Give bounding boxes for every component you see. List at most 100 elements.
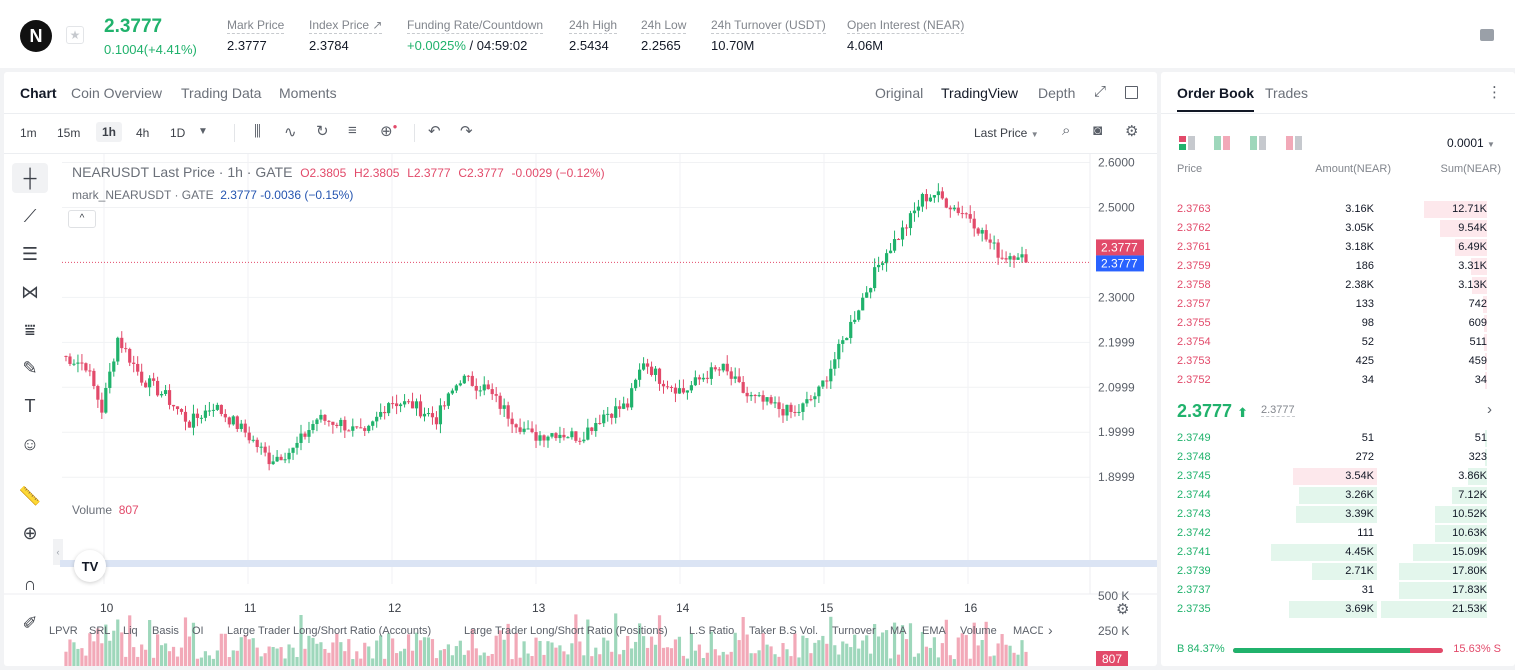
redo-icon[interactable]: ↷	[460, 123, 473, 140]
tab-moments[interactable]: Moments	[279, 85, 337, 101]
expand-icon[interactable]: ⤢	[1094, 83, 1107, 100]
row-price: 2.3755	[1177, 317, 1211, 329]
bid-row[interactable]: 2.3743 3.39K 10.52K	[1161, 505, 1501, 524]
bid-row[interactable]: 2.3739 2.71K 17.80K	[1161, 562, 1501, 581]
more-menu-icon[interactable]: ⋮	[1487, 84, 1502, 101]
collapse-legend-button[interactable]: ^	[68, 210, 96, 228]
replay-icon[interactable]: ↻	[316, 123, 329, 140]
draw-mode-icon[interactable]: ✐	[22, 612, 38, 633]
price-chart[interactable]: 2.6000 2.5000 2.3000 2.1999 2.0999 1.9999 1.89…	[4, 154, 1157, 666]
add-alert-icon[interactable]: ⊕●	[380, 122, 398, 140]
chart-settings-icon[interactable]: ⚙	[1116, 601, 1130, 618]
ask-row[interactable]: 2.3762 3.05K 9.54K	[1161, 219, 1501, 238]
bid-row[interactable]: 2.3742 111 10.63K	[1161, 524, 1501, 543]
ind-liq[interactable]: Liq	[123, 625, 138, 637]
view-depth[interactable]: Depth	[1038, 85, 1076, 101]
ind-lpvr[interactable]: LPVR	[49, 625, 78, 637]
interval-1m[interactable]: 1m	[20, 126, 37, 140]
ask-row[interactable]: 2.3753 425 459	[1161, 352, 1501, 371]
view-asks-icon[interactable]	[1286, 136, 1302, 150]
pattern-tool-icon[interactable]: ⋈	[21, 281, 39, 302]
ind-lt-accounts[interactable]: Large Trader Long/Short Ratio (Accounts)	[227, 625, 432, 637]
stat-index-price[interactable]: Index Price ↗ 2.3784	[309, 18, 383, 53]
view-tradingview[interactable]: TradingView	[941, 85, 1019, 101]
interval-dropdown-icon[interactable]: ▼	[198, 126, 208, 137]
ind-basis[interactable]: Basis	[152, 625, 179, 637]
search-icon[interactable]: ⌕	[1062, 122, 1071, 139]
ind-lt-positions[interactable]: Large Trader Long/Short Ratio (Positions…	[464, 625, 668, 637]
bid-row[interactable]: 2.3737 31 17.83K	[1161, 581, 1501, 600]
view-original[interactable]: Original	[875, 85, 924, 101]
ask-row[interactable]: 2.3754 52 511	[1161, 333, 1501, 352]
scroll-right-icon[interactable]: ›	[1048, 622, 1053, 638]
volume-bar	[841, 641, 845, 666]
bid-row[interactable]: 2.3744 3.26K 7.12K	[1161, 486, 1501, 505]
ind-turnover[interactable]: Turnover	[832, 625, 876, 637]
interval-4h[interactable]: 4h	[136, 126, 150, 140]
ask-row[interactable]: 2.3761 3.18K 6.49K	[1161, 238, 1501, 257]
template-icon[interactable]: ≡	[348, 122, 357, 139]
crosshair-tool-icon[interactable]: ┼	[12, 163, 48, 193]
candle-body	[323, 414, 327, 421]
emoji-tool-icon[interactable]: ☺	[20, 433, 40, 454]
chevron-right-icon[interactable]: ›	[1487, 401, 1492, 418]
collapse-toolbar-icon[interactable]: ‹	[53, 539, 63, 565]
ind-volume[interactable]: Volume	[960, 625, 997, 637]
tab-coin-overview[interactable]: Coin Overview	[71, 85, 163, 101]
interval-1d[interactable]: 1D	[170, 126, 186, 140]
bid-row[interactable]: 2.3745 3.54K 3.86K	[1161, 467, 1501, 486]
ask-row[interactable]: 2.3758 2.38K 3.13K	[1161, 276, 1501, 295]
interval-15m[interactable]: 15m	[57, 126, 81, 140]
projection-tool-icon[interactable]: ⩸	[24, 319, 36, 340]
volume-bar	[669, 648, 674, 666]
ask-row[interactable]: 2.3755 98 609	[1161, 314, 1501, 333]
row-price: 2.3758	[1177, 279, 1211, 291]
ind-ls-ratio[interactable]: L.S Ratio	[689, 625, 735, 637]
view-both-icon[interactable]	[1179, 136, 1195, 150]
window-icon[interactable]	[1125, 86, 1138, 99]
tab-order-book[interactable]: Order Book	[1177, 85, 1255, 112]
ind-ma[interactable]: MA	[890, 625, 907, 637]
ind-taker-vol[interactable]: Taker B.S Vol.	[749, 625, 819, 637]
ask-row[interactable]: 2.3763 3.16K 12.71K	[1161, 200, 1501, 219]
indicators-icon[interactable]: ∿	[284, 124, 297, 141]
undo-icon[interactable]: ↶	[428, 123, 441, 140]
ask-row[interactable]: 2.3757 133 742	[1161, 295, 1501, 314]
bid-row[interactable]: 2.3748 272 323	[1161, 448, 1501, 467]
bid-row[interactable]: 2.3741 4.45K 15.09K	[1161, 543, 1501, 562]
volume-bar	[311, 637, 315, 666]
favorite-star-icon[interactable]: ★	[66, 26, 84, 44]
camera-icon[interactable]: ◙	[1093, 122, 1103, 139]
trend-line-tool-icon[interactable]: ⟋	[23, 205, 37, 226]
candle-type-icon[interactable]: ⫼	[254, 123, 261, 140]
bid-row[interactable]: 2.3735 3.69K 21.53K	[1161, 600, 1501, 619]
settings-gear-icon[interactable]: ⚙	[1125, 123, 1139, 140]
fib-tool-icon[interactable]: ☰	[21, 243, 39, 264]
price-type-select[interactable]: Last Price ▼	[974, 126, 1039, 140]
ask-row[interactable]: 2.3759 186 3.31K	[1161, 257, 1501, 276]
tab-trading-data[interactable]: Trading Data	[181, 85, 262, 101]
mid-price[interactable]: 2.3777 ⬆	[1177, 401, 1248, 421]
brush-tool-icon[interactable]: ✎	[22, 357, 38, 378]
ind-macd[interactable]: MACD	[1013, 625, 1043, 637]
row-amount: 31	[1361, 584, 1374, 596]
magnet-tool-icon[interactable]: ∩	[23, 573, 37, 594]
ind-ema[interactable]: EMA	[922, 625, 946, 637]
bid-row[interactable]: 2.3749 51 51	[1161, 429, 1501, 448]
ind-srl[interactable]: SRL	[89, 625, 111, 637]
interval-1h[interactable]: 1h	[96, 122, 123, 142]
volume-bar	[132, 647, 136, 666]
zoom-in-tool-icon[interactable]: ⊕	[22, 522, 38, 543]
tab-trades[interactable]: Trades	[1265, 85, 1309, 101]
view-bids-icon[interactable]	[1250, 136, 1266, 150]
book-icon[interactable]	[1480, 29, 1494, 41]
candle-body	[558, 434, 562, 439]
tradingview-logo-icon[interactable]: TV	[74, 550, 106, 582]
view-split-icon[interactable]	[1214, 136, 1230, 150]
ask-row[interactable]: 2.3752 34 34	[1161, 371, 1501, 390]
precision-select[interactable]: 0.0001 ▼	[1447, 136, 1495, 150]
text-tool-icon[interactable]: T	[24, 395, 36, 416]
ind-oi[interactable]: OI	[192, 625, 204, 637]
ruler-tool-icon[interactable]: 📏	[18, 485, 42, 506]
tab-chart[interactable]: Chart	[20, 85, 57, 101]
